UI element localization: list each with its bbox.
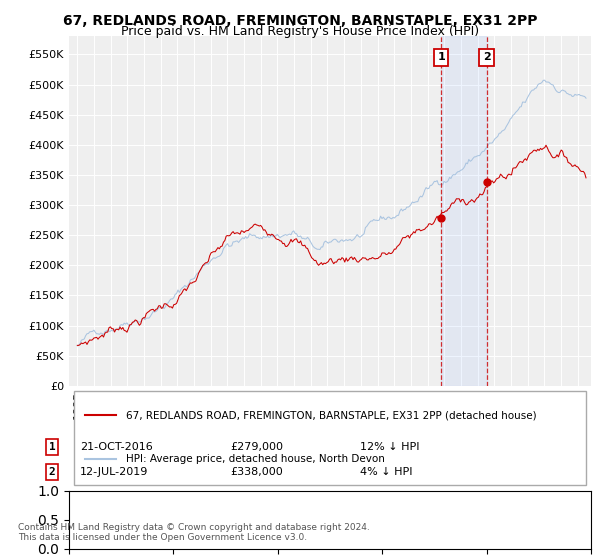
Text: Price paid vs. HM Land Registry's House Price Index (HPI): Price paid vs. HM Land Registry's House …: [121, 25, 479, 38]
Text: 1: 1: [437, 53, 445, 63]
Text: 4% ↓ HPI: 4% ↓ HPI: [360, 467, 413, 477]
Text: £279,000: £279,000: [230, 442, 283, 452]
FancyBboxPatch shape: [74, 391, 586, 486]
Text: 12% ↓ HPI: 12% ↓ HPI: [360, 442, 419, 452]
Text: 2: 2: [49, 467, 55, 477]
Text: 67, REDLANDS ROAD, FREMINGTON, BARNSTAPLE, EX31 2PP (detached house): 67, REDLANDS ROAD, FREMINGTON, BARNSTAPL…: [127, 410, 537, 420]
Text: 1: 1: [49, 442, 55, 452]
Text: 2: 2: [483, 53, 490, 63]
Bar: [441, 36, 487, 386]
Text: HPI: Average price, detached house, North Devon: HPI: Average price, detached house, Nort…: [127, 454, 385, 464]
Text: 67, REDLANDS ROAD, FREMINGTON, BARNSTAPLE, EX31 2PP: 67, REDLANDS ROAD, FREMINGTON, BARNSTAPL…: [63, 14, 537, 28]
Text: Contains HM Land Registry data © Crown copyright and database right 2024.
This d: Contains HM Land Registry data © Crown c…: [18, 522, 370, 542]
Text: £338,000: £338,000: [230, 467, 283, 477]
Text: 21-OCT-2016: 21-OCT-2016: [80, 442, 153, 452]
Text: 12-JUL-2019: 12-JUL-2019: [80, 467, 148, 477]
